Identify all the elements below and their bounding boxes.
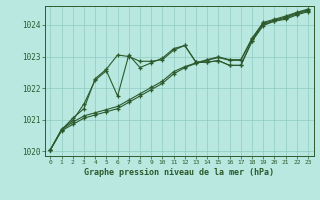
X-axis label: Graphe pression niveau de la mer (hPa): Graphe pression niveau de la mer (hPa) bbox=[84, 168, 274, 177]
